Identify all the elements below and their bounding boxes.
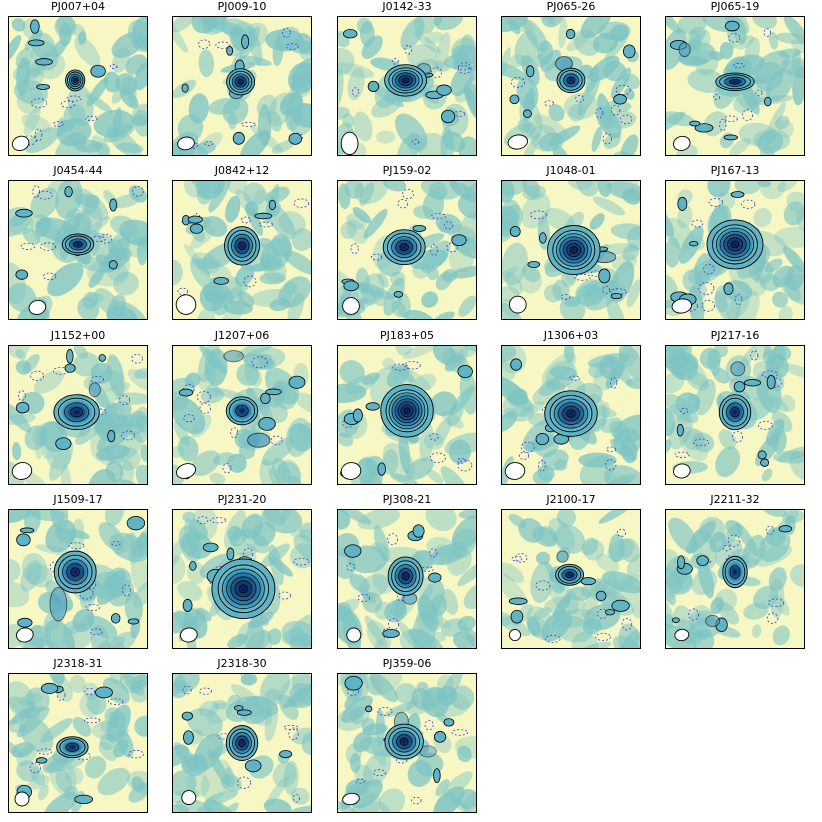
beam-ellipse <box>672 463 691 479</box>
source-emission <box>384 64 428 97</box>
beam-ellipse <box>342 792 360 806</box>
source-emission <box>718 394 752 431</box>
map-panel <box>8 345 148 485</box>
map-panel <box>665 180 805 320</box>
beam-ellipse <box>14 791 30 807</box>
map-panel <box>172 345 312 485</box>
source-emission <box>53 550 97 594</box>
source-emission <box>382 229 426 266</box>
map-panel <box>337 180 477 320</box>
panel-title: J2100-17 <box>546 493 596 506</box>
beam-ellipse <box>176 463 196 479</box>
beam-ellipse <box>11 462 33 480</box>
panel-title: PJ308-21 <box>382 493 432 506</box>
source-emission <box>224 226 260 266</box>
map-panel <box>337 509 477 649</box>
panel-title: J1048-01 <box>546 164 596 177</box>
map-panel <box>501 345 641 485</box>
beam-ellipse <box>673 135 691 151</box>
map-panel <box>665 509 805 649</box>
source-emission <box>384 723 424 760</box>
panel-title: PJ065-19 <box>710 0 760 13</box>
panel-title: J1207+06 <box>214 329 270 342</box>
beam-ellipse <box>179 627 198 643</box>
source-emission <box>56 736 89 759</box>
panel-title: PJ217-16 <box>710 329 760 342</box>
source-emission <box>544 390 598 437</box>
map-panel <box>501 16 641 156</box>
beam-ellipse <box>504 462 526 480</box>
beam-ellipse <box>508 628 522 642</box>
map-panel <box>8 180 148 320</box>
beam-ellipse <box>346 627 362 643</box>
beam-ellipse <box>340 131 359 156</box>
map-panel <box>172 180 312 320</box>
beam-ellipse <box>507 134 528 150</box>
panel-title: PJ065-26 <box>546 0 596 13</box>
source-emission <box>65 69 86 92</box>
panel-title: J2318-31 <box>53 657 103 670</box>
map-panel <box>172 16 312 156</box>
beam-ellipse <box>508 295 527 314</box>
map-panel <box>501 509 641 649</box>
panel-title: PJ159-02 <box>382 164 432 177</box>
beam-ellipse <box>28 299 47 315</box>
beam-ellipse <box>177 136 195 151</box>
panel-title: J1152+00 <box>50 329 106 342</box>
map-panel <box>8 673 148 813</box>
map-panel <box>665 16 805 156</box>
panel-title: PJ167-13 <box>710 164 760 177</box>
source-emission <box>722 555 748 589</box>
panel-title: PJ009-10 <box>217 0 267 13</box>
panel-title: J2318-30 <box>217 657 267 670</box>
map-panel <box>665 345 805 485</box>
source-emission <box>380 384 434 438</box>
beam-ellipse <box>175 294 197 315</box>
source-emission <box>706 219 764 270</box>
source-emission <box>225 396 259 426</box>
beam-ellipse <box>671 298 692 314</box>
map-panel <box>501 180 641 320</box>
panel-title: PJ007+04 <box>50 0 106 13</box>
beam-ellipse <box>340 462 362 480</box>
source-emission <box>555 563 585 586</box>
map-panel <box>8 509 148 649</box>
panel-title: J1306+03 <box>543 329 599 342</box>
beam-ellipse <box>11 135 30 152</box>
source-emission <box>225 725 259 761</box>
panel-title: J0454-44 <box>53 164 103 177</box>
beam-ellipse <box>342 297 360 315</box>
map-panel <box>172 673 312 813</box>
panel-title: J1509-17 <box>53 493 103 506</box>
source-emission <box>211 558 276 620</box>
beam-ellipse <box>181 790 197 806</box>
source-emission <box>547 225 601 275</box>
panel-title: PJ359-06 <box>382 657 432 670</box>
source-emission <box>715 72 755 92</box>
map-panel <box>172 509 312 649</box>
map-panel <box>337 345 477 485</box>
source-emission <box>53 394 100 431</box>
source-emission <box>556 67 586 94</box>
map-panel <box>337 673 477 813</box>
source-emission <box>226 68 256 96</box>
panel-title: PJ231-20 <box>217 493 267 506</box>
panel-title: J0842+12 <box>214 164 270 177</box>
panel-title: J2211-32 <box>710 493 760 506</box>
map-panel <box>8 16 148 156</box>
panel-title: J0142-33 <box>382 0 432 13</box>
panel-title: PJ183+05 <box>379 329 435 342</box>
source-emission <box>61 233 95 256</box>
beam-ellipse <box>15 627 34 643</box>
beam-ellipse <box>674 628 690 642</box>
source-emission <box>387 556 424 596</box>
map-panel <box>337 16 477 156</box>
